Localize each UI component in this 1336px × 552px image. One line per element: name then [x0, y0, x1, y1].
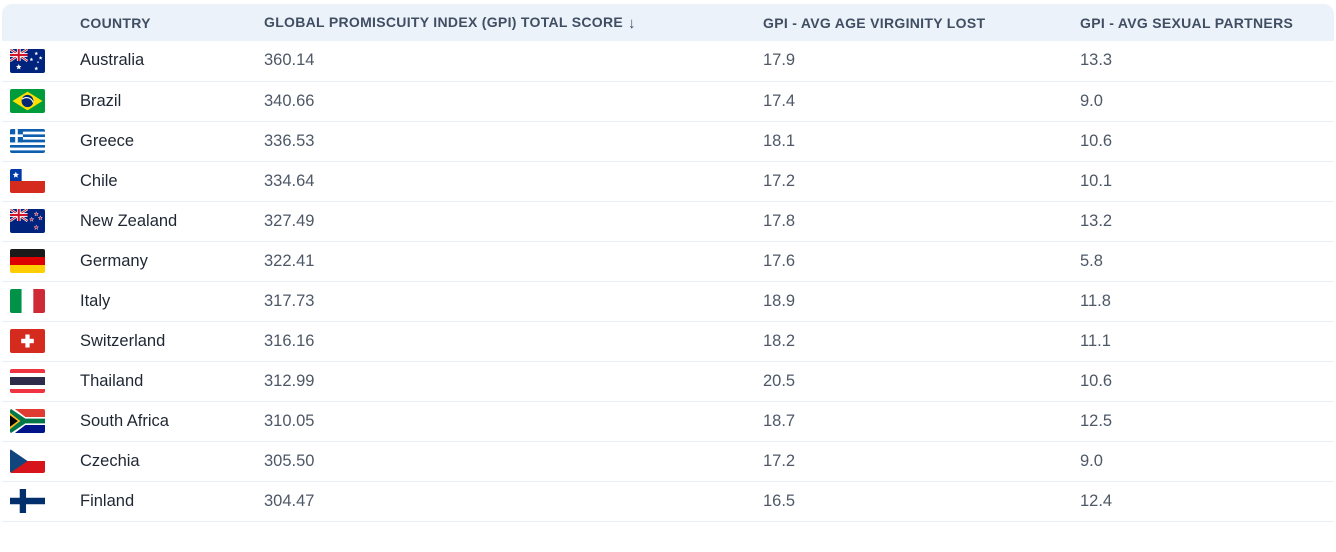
avg-sexual-partners: 10.6: [1080, 121, 1334, 162]
column-header-gpi-total-score[interactable]: GLOBAL PROMISCUITY INDEX (GPI) TOTAL SCO…: [264, 4, 763, 41]
table-body: Australia 360.14 17.9 13.3 Brazil 340.66…: [2, 41, 1334, 521]
avg-age-virginity-lost: 17.6: [763, 241, 1080, 282]
gpi-country-table: COUNTRY GLOBAL PROMISCUITY INDEX (GPI) T…: [2, 4, 1334, 521]
country-name: Switzerland: [80, 321, 264, 362]
table-row[interactable]: Switzerland 316.16 18.2 11.1: [2, 321, 1334, 362]
avg-sexual-partners: 13.2: [1080, 201, 1334, 242]
country-flag-icon: [10, 489, 45, 513]
flag-column-header: [2, 4, 80, 41]
avg-sexual-partners: 11.8: [1080, 281, 1334, 322]
column-header-avg-age-virginity-lost[interactable]: GPI - AVG AGE VIRGINITY LOST: [763, 4, 1080, 41]
country-name: South Africa: [80, 401, 264, 442]
avg-sexual-partners: 11.1: [1080, 321, 1334, 362]
gpi-total-score: 322.41: [264, 241, 763, 282]
avg-age-virginity-lost: 18.7: [763, 401, 1080, 442]
country-name: Brazil: [80, 81, 264, 122]
table-row[interactable]: Finland 304.47 16.5 12.4: [2, 481, 1334, 521]
avg-age-virginity-lost: 17.4: [763, 81, 1080, 122]
country-flag-icon: [10, 89, 45, 113]
avg-age-virginity-lost: 17.2: [763, 161, 1080, 202]
country-flag-icon: [10, 449, 45, 473]
avg-sexual-partners: 9.0: [1080, 441, 1334, 482]
country-flag-icon: [10, 329, 45, 353]
avg-age-virginity-lost: 18.2: [763, 321, 1080, 362]
country-flag-icon: [10, 289, 45, 313]
country-name: Finland: [80, 481, 264, 521]
table-row[interactable]: New Zealand 327.49 17.8 13.2: [2, 201, 1334, 242]
gpi-total-score: 317.73: [264, 281, 763, 322]
gpi-total-score: 327.49: [264, 201, 763, 242]
avg-age-virginity-lost: 20.5: [763, 361, 1080, 402]
gpi-total-score: 336.53: [264, 121, 763, 162]
country-flag-icon: [10, 409, 45, 433]
avg-sexual-partners: 9.0: [1080, 81, 1334, 122]
gpi-total-score: 305.50: [264, 441, 763, 482]
gpi-total-score: 304.47: [264, 481, 763, 521]
gpi-total-score: 310.05: [264, 401, 763, 442]
avg-sexual-partners: 12.5: [1080, 401, 1334, 442]
country-flag-icon: [10, 209, 45, 233]
country-name: Italy: [80, 281, 264, 322]
sort-descending-icon: ↓: [628, 14, 636, 32]
avg-sexual-partners: 5.8: [1080, 241, 1334, 282]
table-row[interactable]: Italy 317.73 18.9 11.8: [2, 281, 1334, 322]
avg-sexual-partners: 12.4: [1080, 481, 1334, 521]
country-flag-icon: [10, 48, 45, 73]
table-row[interactable]: South Africa 310.05 18.7 12.5: [2, 401, 1334, 442]
country-flag-icon: [10, 369, 45, 393]
country-flag-icon: [10, 249, 45, 273]
column-header-country[interactable]: COUNTRY: [80, 4, 264, 41]
gpi-total-score: 316.16: [264, 321, 763, 362]
country-name: Czechia: [80, 441, 264, 482]
avg-age-virginity-lost: 18.1: [763, 121, 1080, 162]
country-name: New Zealand: [80, 201, 264, 242]
table-row[interactable]: Chile 334.64 17.2 10.1: [2, 161, 1334, 202]
table-row[interactable]: Australia 360.14 17.9 13.3: [2, 41, 1334, 82]
avg-sexual-partners: 10.6: [1080, 361, 1334, 402]
country-name: Chile: [80, 161, 264, 202]
gpi-total-score: 360.14: [264, 41, 763, 82]
avg-age-virginity-lost: 17.8: [763, 201, 1080, 242]
avg-sexual-partners: 10.1: [1080, 161, 1334, 202]
country-flag-icon: [10, 129, 45, 153]
avg-age-virginity-lost: 16.5: [763, 481, 1080, 521]
table-row[interactable]: Czechia 305.50 17.2 9.0: [2, 441, 1334, 482]
table-row[interactable]: Germany 322.41 17.6 5.8: [2, 241, 1334, 282]
gpi-table-card: COUNTRY GLOBAL PROMISCUITY INDEX (GPI) T…: [2, 4, 1334, 522]
gpi-total-score: 340.66: [264, 81, 763, 122]
country-name: Germany: [80, 241, 264, 282]
country-name: Australia: [80, 41, 264, 82]
gpi-total-score: 312.99: [264, 361, 763, 402]
table-row[interactable]: Thailand 312.99 20.5 10.6: [2, 361, 1334, 402]
table-row[interactable]: Brazil 340.66 17.4 9.0: [2, 81, 1334, 122]
gpi-total-score: 334.64: [264, 161, 763, 202]
country-flag-icon: [10, 169, 45, 193]
country-name: Thailand: [80, 361, 264, 402]
avg-age-virginity-lost: 18.9: [763, 281, 1080, 322]
column-header-avg-sexual-partners[interactable]: GPI - AVG SEXUAL PARTNERS: [1080, 4, 1334, 41]
country-name: Greece: [80, 121, 264, 162]
column-header-gpi-total-score-label: GLOBAL PROMISCUITY INDEX (GPI) TOTAL SCO…: [264, 14, 623, 30]
avg-age-virginity-lost: 17.2: [763, 441, 1080, 482]
avg-sexual-partners: 13.3: [1080, 41, 1334, 82]
table-header: COUNTRY GLOBAL PROMISCUITY INDEX (GPI) T…: [2, 4, 1334, 41]
table-header-row: COUNTRY GLOBAL PROMISCUITY INDEX (GPI) T…: [2, 4, 1334, 41]
table-row[interactable]: Greece 336.53 18.1 10.6: [2, 121, 1334, 162]
avg-age-virginity-lost: 17.9: [763, 41, 1080, 82]
